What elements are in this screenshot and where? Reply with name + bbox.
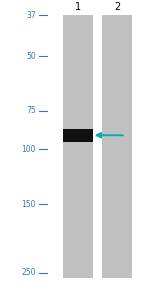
Bar [102, 15, 132, 278]
Text: 50: 50 [26, 52, 36, 61]
Text: 150: 150 [21, 200, 36, 209]
Text: 250: 250 [21, 268, 36, 277]
Text: 37: 37 [26, 11, 36, 20]
Text: 2: 2 [114, 2, 120, 12]
Text: 75: 75 [26, 106, 36, 115]
Text: 100: 100 [21, 145, 36, 154]
Bar [63, 15, 93, 278]
Text: 1: 1 [75, 2, 81, 12]
Bar [63, 129, 93, 142]
